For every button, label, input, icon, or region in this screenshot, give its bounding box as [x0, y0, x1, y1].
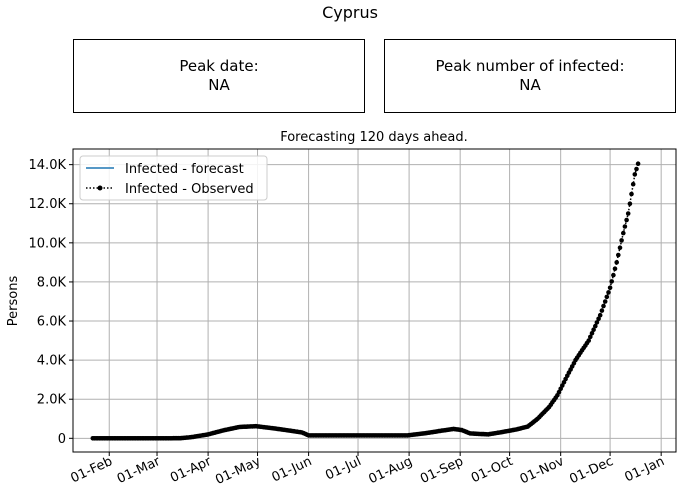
observed-point	[629, 191, 634, 197]
legend-forecast-label: Infected - forecast	[125, 162, 244, 177]
x-tick-label: 01-Feb	[68, 454, 114, 486]
series-layer	[90, 161, 641, 441]
observed-point	[625, 211, 631, 216]
observed-point	[593, 323, 598, 329]
peak-date-box: Peak date: NA	[73, 39, 365, 113]
observed-point	[601, 303, 606, 309]
y-tick-label: 14.0K	[29, 158, 67, 173]
peak-date-label: Peak date:	[179, 57, 259, 75]
peak-number-label: Peak number of infected:	[435, 57, 625, 75]
observed-point	[612, 266, 618, 272]
y-tick-label: 6.0K	[37, 315, 67, 330]
x-tick-label: 01-Dec	[567, 454, 615, 487]
observed-point	[602, 299, 608, 304]
x-tick-label: 01-Oct	[469, 454, 515, 486]
legend-observed-label: Infected - Observed	[125, 182, 254, 197]
y-tick-label: 8.0K	[37, 275, 67, 290]
observed-point	[609, 279, 614, 284]
x-tick-label: 01-Jul	[323, 454, 363, 484]
observed-point	[621, 230, 626, 236]
x-tick-label: 01-Apr	[168, 454, 214, 486]
observed-point	[596, 316, 601, 322]
observed-point	[632, 172, 638, 177]
y-tick-label: 4.0K	[37, 354, 67, 369]
x-axis: 01-Feb 01-Mar 01-Apr 01-May 01-Jun 01-Jul 01-A…	[68, 452, 667, 488]
observed-point	[617, 245, 623, 250]
x-tick-label: 01-Jan	[622, 454, 666, 485]
figure-title: Cyprus	[322, 3, 378, 22]
peak-number-value: NA	[519, 76, 541, 94]
observed-point	[614, 260, 619, 265]
observed-point	[588, 334, 593, 340]
observed-point	[589, 331, 595, 336]
y-tick-label: 10.0K	[29, 236, 67, 251]
x-tick-label: 01-May	[213, 454, 263, 488]
x-tick-label: 01-Nov	[518, 454, 567, 487]
y-tick-label: 0	[58, 432, 66, 447]
observed-point	[624, 217, 629, 223]
observed-point	[606, 290, 611, 295]
x-tick-label: 01-Jun	[270, 454, 315, 485]
observed-point	[594, 320, 600, 325]
y-axis-label: Persons	[6, 276, 21, 327]
observed-point	[607, 285, 613, 291]
peak-number-box: Peak number of infected: NA	[384, 39, 676, 113]
observed-point	[630, 181, 636, 187]
legend-box	[79, 155, 268, 201]
observed-point	[634, 166, 639, 172]
observed-point	[622, 224, 628, 229]
observed-point	[597, 312, 603, 318]
plot-frame	[72, 148, 677, 453]
observed-point	[616, 252, 621, 258]
observed-point	[611, 272, 616, 278]
chart-title: Forecasting 120 days ahead.	[280, 130, 468, 145]
y-tick-label: 12.0K	[29, 197, 67, 212]
observed-point	[586, 338, 591, 343]
observed-point	[591, 327, 596, 333]
observed-point	[635, 161, 641, 166]
legend-observed-marker	[97, 185, 103, 191]
legend: Infected - forecast Infected - Observed	[79, 155, 268, 201]
x-tick-label: 01-Sep	[418, 454, 466, 487]
y-tick-label: 2.0K	[37, 393, 67, 408]
x-tick-label: 01-Mar	[115, 454, 163, 487]
peak-date-value: NA	[208, 76, 230, 94]
observed-point	[627, 201, 633, 206]
x-tick-label: 01-Aug	[366, 454, 414, 487]
observed-point	[604, 294, 610, 300]
observed-point	[619, 238, 624, 243]
observed-point	[599, 308, 605, 313]
y-axis: 0 2.0K 4.0K 6.0K 8.0K 10.0K 12.0K 14.0K	[29, 158, 73, 447]
